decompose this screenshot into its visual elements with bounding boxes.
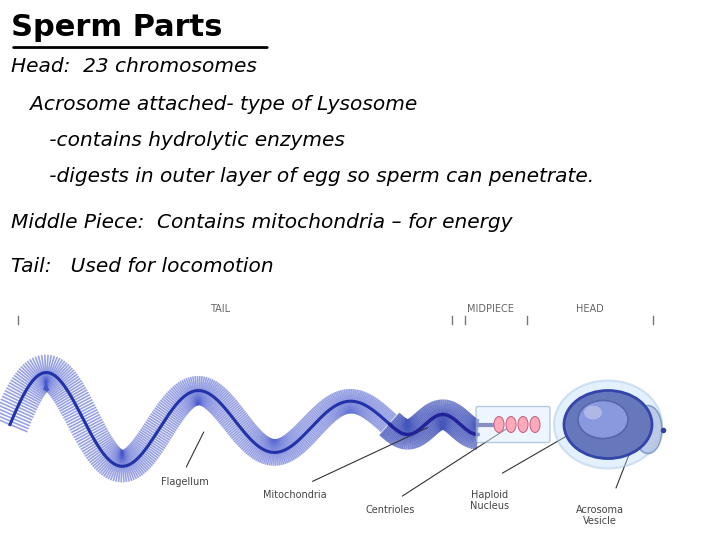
Ellipse shape: [494, 416, 504, 433]
Ellipse shape: [554, 381, 662, 469]
Text: -digests in outer layer of egg so sperm can penetrate.: -digests in outer layer of egg so sperm …: [11, 167, 594, 186]
Ellipse shape: [578, 401, 628, 438]
Text: MIDPIECE: MIDPIECE: [467, 305, 513, 314]
Text: TAIL: TAIL: [210, 305, 230, 314]
Ellipse shape: [506, 416, 516, 433]
Text: Haploid
Nucleus: Haploid Nucleus: [470, 490, 510, 511]
Text: -contains hydrolytic enzymes: -contains hydrolytic enzymes: [11, 131, 345, 150]
Ellipse shape: [634, 406, 662, 454]
Text: Flagellum: Flagellum: [161, 477, 209, 487]
Ellipse shape: [564, 390, 652, 458]
Ellipse shape: [518, 416, 528, 433]
Text: Mitochondria: Mitochondria: [264, 490, 327, 500]
Text: Sperm Parts: Sperm Parts: [11, 14, 222, 43]
Text: Acrosome attached- type of Lysosome: Acrosome attached- type of Lysosome: [11, 94, 417, 113]
Text: Head:  23 chromosomes: Head: 23 chromosomes: [11, 57, 256, 76]
Text: Centrioles: Centrioles: [365, 504, 415, 515]
Ellipse shape: [530, 416, 540, 433]
Ellipse shape: [584, 406, 602, 420]
Text: Acrosoma
Vesicle: Acrosoma Vesicle: [576, 504, 624, 526]
Text: Middle Piece:  Contains mitochondria – for energy: Middle Piece: Contains mitochondria – fo…: [11, 213, 513, 232]
FancyBboxPatch shape: [476, 407, 550, 442]
Text: HEAD: HEAD: [576, 305, 604, 314]
Text: Tail:   Used for locomotion: Tail: Used for locomotion: [11, 256, 274, 275]
